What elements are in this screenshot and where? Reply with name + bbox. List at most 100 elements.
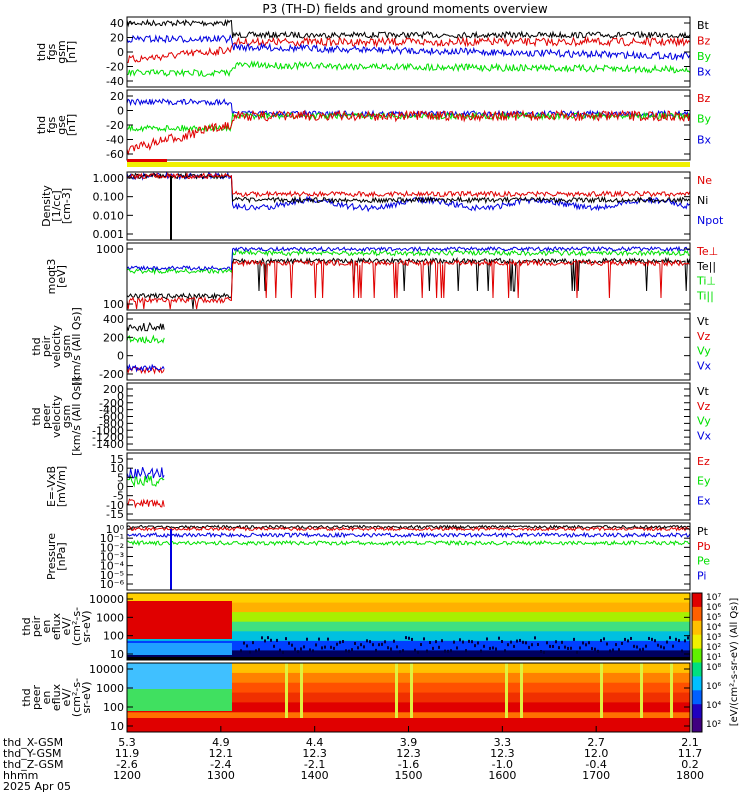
spectro-band xyxy=(127,621,690,632)
date-label: 2025 Apr 05 xyxy=(3,780,71,793)
spectro-speckle xyxy=(402,649,404,653)
y-tick-label: -800 xyxy=(99,417,124,430)
spectro-speckle xyxy=(633,644,635,648)
trace-Vx xyxy=(126,363,165,373)
legend-bz: Bz xyxy=(697,92,711,105)
coverage-bar xyxy=(127,162,690,167)
spectro-stripe xyxy=(285,663,288,718)
spectro-speckle xyxy=(657,643,659,647)
spectro-region xyxy=(127,718,690,732)
spectro-speckle xyxy=(468,639,470,643)
x-row-value: 3.9 xyxy=(400,736,418,749)
y-tick-label: 0.001 xyxy=(93,228,125,241)
legend-npot: Npot xyxy=(697,214,724,227)
spectro-speckle xyxy=(525,641,527,645)
y-tick-label: 1.000 xyxy=(93,172,125,185)
legend-ey: Ey xyxy=(697,475,711,488)
panel-fgs: 40 200 -20-40 thdfgsgsm[nT] Bt Bz By Bx xyxy=(35,16,712,88)
spectro-band xyxy=(127,692,690,703)
spectro-speckle xyxy=(330,645,332,649)
legend-pe: Pe xyxy=(697,555,710,568)
spectro-speckle xyxy=(498,636,500,640)
legend-ni: Ni xyxy=(697,194,708,207)
y-tick-label: 10⁻² xyxy=(100,541,124,554)
spectro-speckle xyxy=(438,645,440,649)
spectro-band xyxy=(127,602,690,613)
spectro-speckle xyxy=(375,648,377,652)
panel-peir-vel: 400 200 0 -200 thdpeirvelocitygsm[km/s (All … xyxy=(30,307,712,386)
panel-frame xyxy=(126,382,691,451)
legend-vx: Vx xyxy=(697,359,712,372)
spectro-speckle xyxy=(603,637,605,641)
spectro-speckle xyxy=(387,646,389,650)
spectro-speckle xyxy=(456,646,458,650)
colorbar-segment xyxy=(692,606,702,622)
spectro-speckle xyxy=(321,646,323,650)
spectro-speckle xyxy=(528,645,530,649)
spectro-speckle xyxy=(501,639,503,643)
colorbar-tick: 10⁸ xyxy=(706,663,721,673)
spectro-speckle xyxy=(447,649,449,653)
spectro-speckle xyxy=(660,645,662,649)
x-row-value: -2.4 xyxy=(210,758,231,771)
spectro-speckle xyxy=(462,640,464,644)
trace-Ti-perp xyxy=(126,245,690,272)
x-row-value: 2.7 xyxy=(587,736,605,749)
spectro-speckle xyxy=(585,643,587,647)
y-tick-label: 1000 xyxy=(96,682,124,695)
spectro-speckle xyxy=(546,641,548,645)
y-tick-label: 10⁻⁴ xyxy=(100,560,125,573)
trace-Ne xyxy=(126,171,691,199)
y-tick-label: 1000 xyxy=(96,611,124,624)
spectro-speckle xyxy=(684,639,686,643)
spectro-region xyxy=(127,643,232,655)
spectro-band xyxy=(127,612,690,623)
colorbar-tick: 10⁵ xyxy=(706,613,721,623)
spectro-speckle xyxy=(588,641,590,645)
legend-ez: Ez xyxy=(697,455,710,468)
y-tick-label: 100 xyxy=(103,701,124,714)
spectro-speckle xyxy=(621,641,623,645)
legend-bz: Bz xyxy=(697,35,711,48)
spectro-stripe xyxy=(600,663,603,718)
panels-group: 40200-20-40thdfgsgsm[nT]BtBzByBx200-20-4… xyxy=(20,16,724,733)
panel-density: 1.000 0.100 0.010 0.001 Density[1/cc][cm-3] N… xyxy=(40,159,724,241)
y-tick-label: 20 xyxy=(110,32,124,45)
spectro-speckle xyxy=(651,637,653,641)
spectro-speckle xyxy=(414,648,416,652)
spectro-speckle xyxy=(513,644,515,648)
colorbar-segment xyxy=(692,676,702,691)
spectro-speckle xyxy=(681,649,683,653)
spectro-band xyxy=(127,702,690,713)
spectro-speckle xyxy=(615,643,617,647)
spectro-speckle xyxy=(576,650,578,654)
spectro-speckle xyxy=(507,643,509,647)
legend-pt: Pt xyxy=(697,525,709,538)
legend-pb: Pb xyxy=(697,540,711,553)
spectro-speckle xyxy=(522,640,524,644)
spectro-speckle xyxy=(540,650,542,654)
spectro-speckle xyxy=(495,647,497,651)
trace-Te-par xyxy=(126,256,691,310)
spectro-speckle xyxy=(354,641,356,645)
spectro-speckle xyxy=(489,646,491,650)
x-axis-labels: thd_X-GSM 5.3 4.9 4.4 3.9 3.3 2.7 2.1 thd_Y-GSM 1… xyxy=(3,726,704,793)
spectro-speckle xyxy=(315,643,317,647)
spectro-speckle xyxy=(339,640,341,644)
y-tick-label: 400 xyxy=(103,313,124,326)
spectro-speckle xyxy=(360,643,362,647)
x-row-label: thd_X-GSM xyxy=(3,736,63,749)
y-tick-label: -10 xyxy=(106,499,124,512)
spectro-speckle xyxy=(432,646,434,650)
legend-pi: Pi xyxy=(697,569,706,582)
spectro-speckle xyxy=(249,650,251,654)
colorbar-segment xyxy=(692,718,702,733)
spectro-speckle xyxy=(594,647,596,651)
spectro-speckle xyxy=(363,645,365,649)
x-row-value: 1800 xyxy=(676,769,704,782)
spectro-speckle xyxy=(270,638,272,642)
y-tick-label: -200 xyxy=(99,397,124,410)
spectro-speckle xyxy=(417,650,419,654)
